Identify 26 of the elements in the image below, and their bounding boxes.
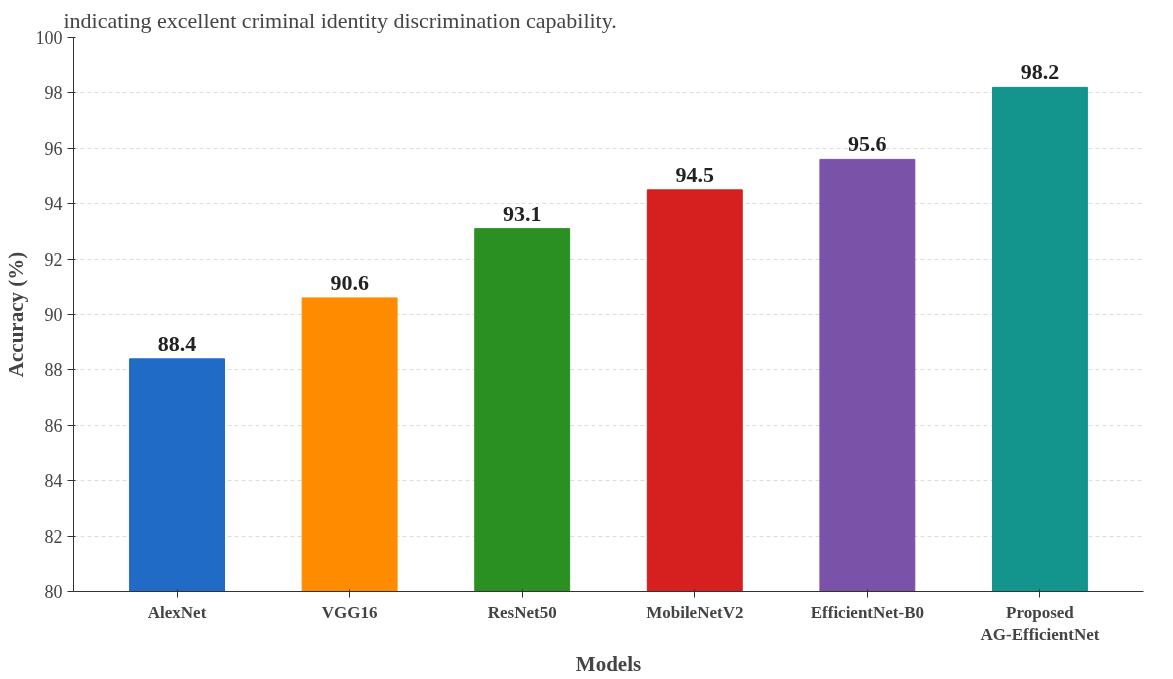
- y-tick-label: 90: [44, 305, 63, 325]
- y-axis-title: Accuracy (%): [3, 251, 28, 378]
- y-tick-label: 84: [44, 471, 63, 492]
- y-tick-label: 92: [44, 249, 63, 270]
- data-label: 93.1: [502, 200, 542, 226]
- y-tick-label: 88: [44, 360, 63, 381]
- data-label: 98.2: [1020, 59, 1060, 85]
- text: indicating excellent criminal identity discrimination capability.: [63, 7, 617, 33]
- x-tick-label: AlexNet: [147, 602, 207, 622]
- x-tick-label: Proposed AG-EfficientNet: [980, 602, 1100, 645]
- y-tick-label: 98: [44, 83, 63, 104]
- y-tick-label: 80: [44, 582, 63, 602]
- x-tick-label: MobileNetV2: [646, 602, 744, 622]
- data-label: 95.6: [848, 131, 887, 157]
- data-label: 94.5: [675, 161, 715, 187]
- data-label: 88.4: [157, 330, 197, 356]
- y-tick-label: 82: [44, 526, 63, 547]
- data-label: 90.6: [330, 269, 369, 295]
- y-tick-label: 86: [44, 415, 63, 436]
- x-tick-label: VGG16: [321, 602, 378, 622]
- x-axis-title: Models: [575, 652, 642, 677]
- x-tick-label: EfficientNet-B0: [810, 602, 925, 622]
- y-tick-label: 100: [35, 28, 63, 48]
- y-tick-label: 96: [44, 138, 63, 159]
- x-tick-label: ResNet50: [487, 602, 557, 622]
- y-tick-label: 94: [44, 194, 63, 215]
